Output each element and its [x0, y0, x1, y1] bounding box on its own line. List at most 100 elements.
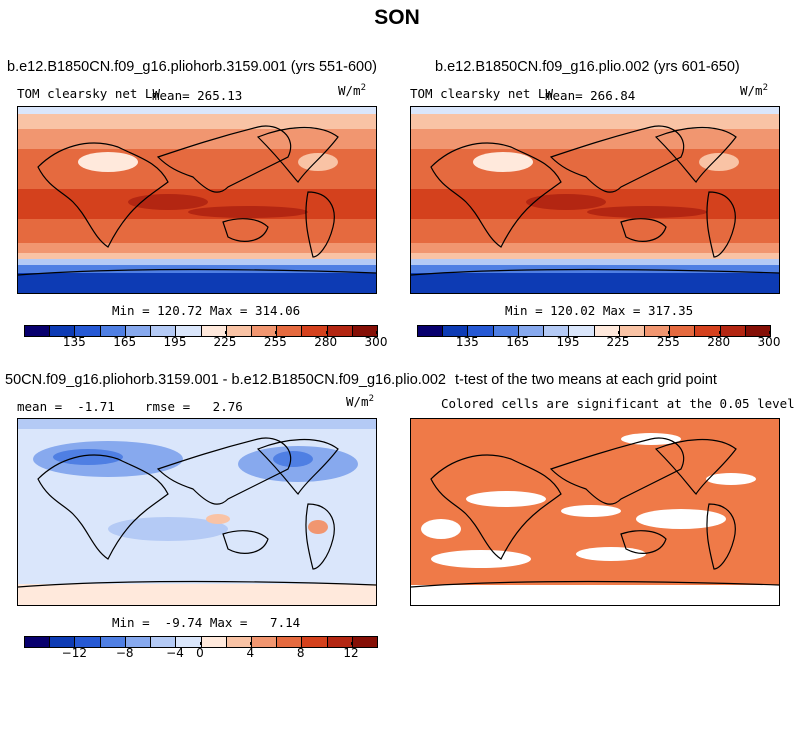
colorbar-bin — [201, 326, 227, 336]
colorbar-tick-mark — [250, 642, 252, 645]
colorbar-tick-mark — [175, 642, 176, 645]
colorbar-tick-mark — [467, 331, 469, 334]
colorbar-bin — [327, 637, 353, 647]
colorbar-tick-label: 4 — [246, 646, 255, 660]
colorbar-bin — [418, 326, 444, 336]
colorbar-bin — [695, 326, 721, 336]
panel2-colorbar — [417, 325, 771, 337]
colorbar-tick-mark — [200, 642, 201, 645]
colorbar-tick-label: 12 — [343, 646, 359, 660]
colorbar-tick-mark — [718, 331, 720, 334]
colorbar-bin — [327, 326, 353, 336]
colorbar-bin — [176, 326, 202, 336]
panel1-variable-label: TOM clearsky net LW — [17, 86, 160, 101]
colorbar-tick-mark — [275, 331, 277, 334]
panel4-map — [410, 418, 780, 606]
colorbar-tick-label: 135 — [62, 335, 86, 349]
colorbar-bin — [75, 637, 101, 647]
panel1-title: b.e12.B1850CN.f09_g16.pliohorb.3159.001 … — [7, 59, 378, 75]
colorbar-tick-mark — [175, 331, 176, 334]
panel4-title: t-test of the two means at each grid poi… — [455, 372, 717, 388]
colorbar-tick-mark — [74, 331, 76, 334]
colorbar-tick-label: −12 — [61, 646, 87, 660]
panel3-colorbar-ticks: −12 −8 −4 0 4 8 12 — [24, 642, 376, 660]
colorbar-bin — [226, 326, 252, 336]
colorbar-tick-mark — [517, 331, 519, 334]
page-title: SON — [374, 6, 420, 29]
colorbar-bin — [251, 637, 278, 647]
colorbar-bin — [468, 326, 494, 336]
colorbar-bin — [176, 637, 202, 647]
colorbar-tick-mark — [74, 642, 76, 645]
colorbar-tick-mark — [668, 331, 670, 334]
colorbar-tick-label: −4 — [166, 646, 184, 660]
colorbar-tick-label: −8 — [115, 646, 134, 660]
panel2-title: b.e12.B1850CN.f09_g16.plio.002 (yrs 601-… — [435, 59, 740, 75]
colorbar-tick-label: 300 — [757, 335, 781, 349]
colorbar-tick-label: 300 — [364, 335, 388, 349]
colorbar-tick-mark — [376, 331, 377, 334]
panel3-stats: mean = -1.71 rmse = 2.76 — [17, 399, 243, 414]
panel1-minmax: Min = 120.72 Max = 314.06 — [112, 303, 301, 318]
colorbar-tick-mark — [568, 331, 569, 334]
panel3-minmax: Min = -9.74 Max = 7.14 — [112, 615, 301, 630]
colorbar-bin — [644, 326, 671, 336]
colorbar-tick-label: 255 — [263, 335, 287, 349]
colorbar-tick-label: 280 — [707, 335, 731, 349]
colorbar-tick-label: 8 — [296, 646, 305, 660]
colorbar-bin — [25, 326, 51, 336]
colorbar-bin — [670, 326, 696, 336]
colorbar-tick-mark — [124, 642, 126, 645]
colorbar-bin — [619, 326, 645, 336]
colorbar-tick-label: 195 — [163, 335, 187, 349]
panel2-variable-label: TOM clearsky net LW — [410, 86, 553, 101]
colorbar-bin — [569, 326, 595, 336]
colorbar-bin — [594, 326, 620, 336]
panel2-minmax: Min = 120.02 Max = 317.35 — [505, 303, 694, 318]
colorbar-tick-label: 0 — [196, 646, 204, 660]
colorbar-bin — [277, 326, 303, 336]
panel2-units: W/m2 — [740, 83, 768, 99]
colorbar-bin — [277, 637, 303, 647]
colorbar-tick-label: 225 — [213, 335, 237, 349]
colorbar-tick-mark — [300, 642, 302, 645]
colorbar-bin — [352, 326, 378, 336]
panel3-map — [17, 418, 377, 606]
colorbar-bin — [251, 326, 278, 336]
colorbar-bin — [75, 326, 101, 336]
colorbar-tick-label: 195 — [556, 335, 580, 349]
colorbar-tick-label: 135 — [455, 335, 479, 349]
panel1-map — [17, 106, 377, 294]
panel3-colorbar — [24, 636, 378, 648]
colorbar-tick-label: 165 — [113, 335, 137, 349]
colorbar-tick-label: 280 — [314, 335, 338, 349]
colorbar-bin — [226, 637, 252, 647]
panel2-mean-label: mean= 266.84 — [545, 88, 636, 103]
colorbar-tick-mark — [351, 642, 352, 645]
panel1-colorbar-ticks: 135 165 195 225 255 280 300 — [24, 331, 387, 349]
colorbar-tick-mark — [617, 331, 619, 334]
panel4-subtitle: Colored cells are significant at the 0.0… — [441, 396, 794, 411]
colorbar-bin — [201, 637, 227, 647]
panel2-colorbar-ticks: 135 165 195 225 255 280 300 — [417, 331, 780, 349]
panel3-title: 50CN.f09_g16.pliohorb.3159.001 - b.e12.B… — [5, 372, 446, 388]
panel2-map — [410, 106, 780, 294]
colorbar-tick-label: 165 — [506, 335, 530, 349]
colorbar-tick-label: 255 — [656, 335, 680, 349]
panel1-units: W/m2 — [338, 83, 366, 99]
colorbar-bin — [302, 326, 328, 336]
colorbar-bin — [720, 326, 746, 336]
colorbar-bin — [125, 637, 152, 647]
panel3-units: W/m2 — [346, 394, 374, 410]
colorbar-tick-label: 225 — [606, 335, 630, 349]
colorbar-bin — [125, 326, 152, 336]
colorbar-tick-mark — [325, 331, 327, 334]
colorbar-bin — [302, 637, 328, 647]
colorbar-tick-mark — [769, 331, 770, 334]
panel1-mean-label: mean= 265.13 — [152, 88, 243, 103]
colorbar-bin — [518, 326, 545, 336]
colorbar-bin — [745, 326, 771, 336]
colorbar-bin — [352, 637, 378, 647]
colorbar-tick-mark — [124, 331, 126, 334]
colorbar-tick-mark — [224, 331, 226, 334]
